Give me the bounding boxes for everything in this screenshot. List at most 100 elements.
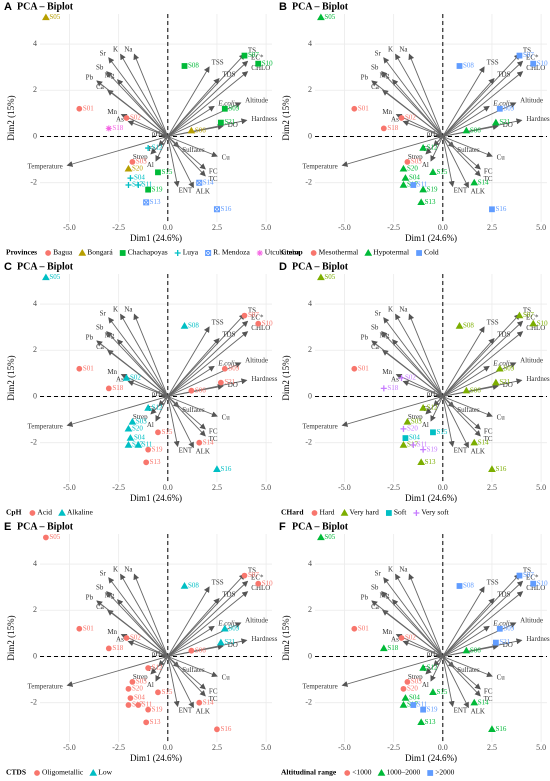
point bbox=[145, 145, 152, 152]
x-tick-label: -2.5 bbox=[112, 483, 125, 492]
x-tick-label: -2.5 bbox=[387, 223, 400, 232]
point bbox=[317, 13, 325, 21]
loading-label: Strep bbox=[133, 673, 148, 681]
point bbox=[379, 644, 388, 652]
point bbox=[76, 625, 83, 632]
x-tick-label: 5.0 bbox=[261, 743, 271, 752]
point bbox=[214, 726, 220, 733]
loading-arrow bbox=[442, 597, 495, 657]
loading-label: TC bbox=[484, 695, 493, 703]
x-tick-label: -2.5 bbox=[112, 743, 125, 752]
point bbox=[530, 580, 537, 587]
loading-label: Sulfates bbox=[457, 146, 480, 154]
point bbox=[529, 319, 538, 327]
legend-label: Low bbox=[98, 768, 112, 777]
point-label: S08 bbox=[463, 582, 474, 590]
y-tick-label: 2 bbox=[308, 605, 312, 614]
point bbox=[188, 647, 195, 654]
loading-label: FC bbox=[209, 168, 218, 176]
point bbox=[462, 646, 471, 654]
panel-letter: A bbox=[4, 1, 12, 13]
point-label: S01 bbox=[83, 104, 94, 112]
loading-label: CHLO bbox=[526, 64, 545, 72]
y-tick-label: 2 bbox=[308, 85, 312, 94]
loading-label: Na bbox=[399, 565, 408, 573]
loading-label: Altitude bbox=[520, 96, 543, 104]
legend-marker bbox=[78, 248, 87, 256]
loading-arrow bbox=[167, 656, 206, 697]
loading-label: Na bbox=[124, 565, 133, 573]
loading-label: TC bbox=[209, 695, 218, 703]
x-tick-label: 0.0 bbox=[163, 483, 173, 492]
x-tick-label: 2.5 bbox=[487, 223, 497, 232]
panel: A PCA – Biplot -5.0 -2.5 0.0 2.5 5.0 -2 0 2 4 Dim1 … bbox=[4, 1, 300, 257]
loading-arrow bbox=[381, 591, 444, 657]
loading-arrow bbox=[430, 136, 444, 162]
loading-label: ENT bbox=[454, 707, 468, 715]
point bbox=[76, 365, 83, 372]
chart-title: PCA – Biplot bbox=[292, 261, 349, 272]
loading-arrow bbox=[442, 136, 455, 188]
point bbox=[429, 168, 437, 176]
loading-label: Cu bbox=[222, 414, 231, 422]
point bbox=[124, 424, 133, 432]
loading-label: Cu bbox=[222, 154, 231, 162]
legend-marker bbox=[29, 510, 36, 516]
loading-arrow bbox=[442, 136, 481, 177]
legend-label: Hard bbox=[320, 508, 335, 517]
x-tick-label: 0.0 bbox=[438, 223, 448, 232]
loading-label: TSS bbox=[212, 578, 224, 586]
loading-arrow bbox=[120, 313, 169, 397]
loading-arrow bbox=[108, 57, 169, 137]
point bbox=[188, 387, 195, 394]
point-label: S12 bbox=[152, 664, 163, 672]
loading-arrow bbox=[167, 77, 220, 137]
legend-marker bbox=[310, 250, 317, 256]
point-label: S09 bbox=[228, 364, 239, 372]
loading-label: DO bbox=[503, 121, 513, 129]
point-label: S10 bbox=[537, 319, 548, 327]
point bbox=[351, 105, 358, 112]
point-label: S04 bbox=[409, 434, 420, 442]
point bbox=[241, 572, 248, 579]
loading-arrow bbox=[442, 656, 469, 709]
loading-label: TS bbox=[248, 306, 256, 314]
loading-label: Temperature bbox=[302, 162, 337, 170]
legend-label: >2000 bbox=[435, 768, 454, 777]
loading-label: Ca bbox=[96, 603, 105, 611]
point-label: S13 bbox=[425, 718, 436, 726]
point-label: S15 bbox=[161, 168, 172, 176]
point bbox=[221, 365, 228, 372]
point bbox=[496, 105, 503, 112]
point bbox=[42, 13, 50, 21]
point-label: S16 bbox=[495, 465, 506, 473]
loading-arrow bbox=[442, 136, 493, 158]
y-tick-label: 0 bbox=[33, 131, 37, 140]
point bbox=[399, 181, 408, 188]
x-axis-label: Dim1 (24.6%) bbox=[130, 233, 182, 243]
x-tick-label: 2.5 bbox=[487, 743, 497, 752]
y-tick-label: 4 bbox=[33, 39, 37, 48]
loading-arrow bbox=[408, 313, 444, 397]
loading-label: Ca bbox=[371, 83, 380, 91]
loading-label: Sr bbox=[100, 310, 107, 318]
x-axis-label: Dim1 (24.6%) bbox=[130, 753, 182, 763]
loading-arrow bbox=[442, 396, 481, 430]
point bbox=[145, 706, 152, 713]
legend-label: R. Mendoza bbox=[213, 248, 250, 257]
loading-label: Cu bbox=[497, 154, 506, 162]
loading-arrow bbox=[402, 380, 443, 397]
loading-label: Mn bbox=[107, 108, 117, 116]
x-tick-label: 0.0 bbox=[438, 743, 448, 752]
point bbox=[401, 694, 410, 701]
loading-label: E.coli bbox=[217, 619, 235, 627]
point bbox=[417, 718, 426, 726]
loading-label: Hardness bbox=[251, 115, 277, 123]
loading-label: CHLO bbox=[526, 324, 545, 332]
loading-arrow bbox=[106, 591, 169, 657]
point bbox=[419, 664, 428, 671]
legend-title: Altitudinal range bbox=[281, 768, 337, 777]
loading-arrow bbox=[167, 331, 249, 397]
loading-arrow bbox=[395, 313, 444, 397]
y-tick-label: -2 bbox=[30, 178, 37, 187]
